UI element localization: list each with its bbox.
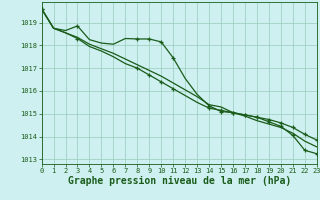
X-axis label: Graphe pression niveau de la mer (hPa): Graphe pression niveau de la mer (hPa) bbox=[68, 176, 291, 186]
